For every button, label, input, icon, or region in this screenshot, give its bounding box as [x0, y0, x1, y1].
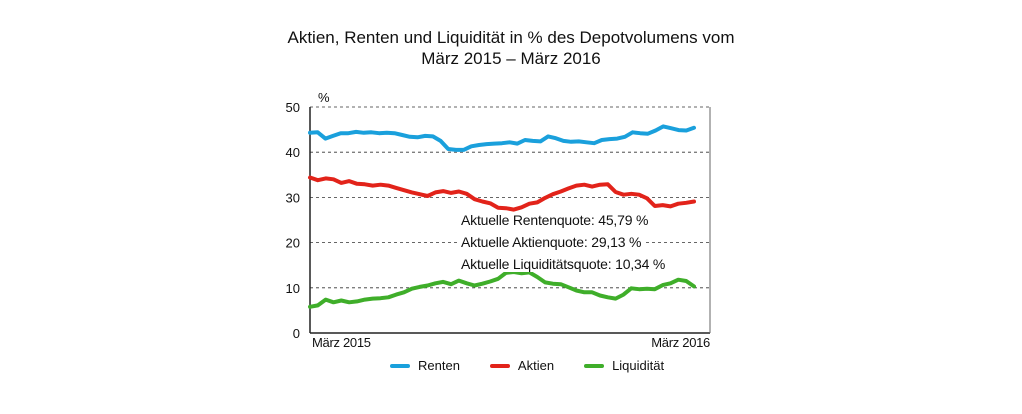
chart-subtitle: März 2015 – März 2016: [421, 49, 601, 68]
y-tick-label: 10: [286, 281, 300, 296]
y-axis-label: %: [318, 90, 330, 105]
y-tick-label: 50: [286, 100, 300, 115]
chart-title: Aktien, Renten und Liquidität in % des D…: [287, 28, 735, 47]
legend-item-liquiditaet: Liquidität: [584, 358, 664, 373]
y-tick-label: 40: [286, 145, 300, 160]
legend-item-aktien: Aktien: [489, 358, 555, 373]
y-tick-label: 0: [293, 326, 300, 341]
annotation-liquiditaet: Aktuelle Liquiditätsquote: 10,34 %: [458, 256, 669, 272]
series-line-aktien: [308, 175, 696, 212]
annotation-renten: Aktuelle Rentenquote: 45,79 %: [458, 212, 652, 228]
x-tick-label-end: März 2016: [651, 335, 710, 350]
series-line-liquiditaet: [308, 270, 696, 309]
legend-swatch-aktien: [489, 363, 510, 368]
annotation-aktien: Aktuelle Aktienquote: 29,13 %: [458, 234, 645, 250]
legend-item-renten: Renten: [390, 358, 460, 373]
y-tick-label: 30: [286, 190, 300, 205]
legend: Renten Aktien Liquidität: [390, 358, 664, 373]
legend-label-liquiditaet: Liquidität: [612, 358, 665, 373]
y-tick-label: 20: [286, 236, 300, 251]
series-line-renten: [308, 124, 696, 152]
legend-swatch-renten: [390, 363, 410, 368]
x-tick-label-start: März 2015: [312, 335, 371, 350]
legend-label-renten: Renten: [418, 358, 460, 373]
legend-swatch-liquiditaet: [584, 363, 605, 368]
legend-label-aktien: Aktien: [517, 358, 555, 373]
